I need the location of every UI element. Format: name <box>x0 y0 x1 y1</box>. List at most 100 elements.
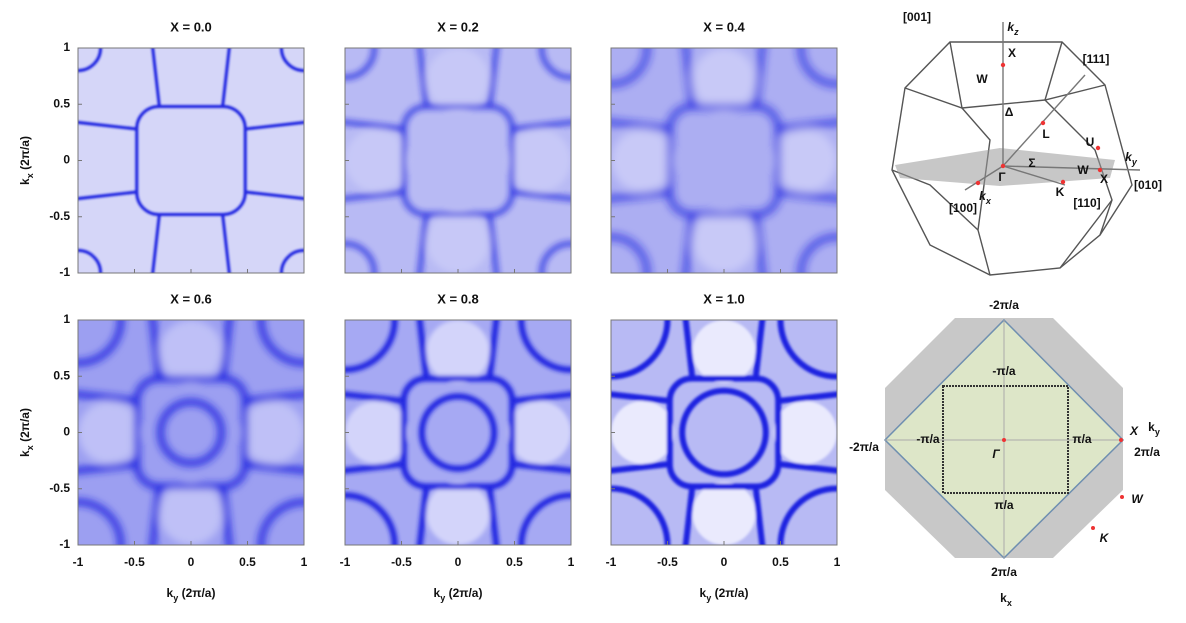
light-lobe <box>773 129 837 192</box>
x-axis-label: ky (2π/a) <box>167 586 216 603</box>
x-axis-label-unit: (2π/a) <box>711 586 748 600</box>
x-tick-label: 0.5 <box>506 555 523 569</box>
ky-label-sub: y <box>1155 427 1160 437</box>
point <box>1060 179 1066 185</box>
axis-kx <box>964 165 1004 191</box>
y-tick-label: -0.5 <box>49 209 70 223</box>
bz2d-label: K <box>1100 531 1110 545</box>
light-lobe <box>692 482 756 545</box>
panel: X = 0.4 <box>610 19 838 274</box>
bz2d-label: -π/a <box>916 432 940 446</box>
heatmap <box>345 320 571 545</box>
kx-label-main: k <box>979 189 987 203</box>
x-tick-label: -0.5 <box>391 555 412 569</box>
y-axis-label-main: k <box>18 450 32 457</box>
y-axis-label-main: k <box>18 178 32 185</box>
x-tick-label: 1 <box>301 555 308 569</box>
band <box>666 375 782 490</box>
bz2d-label: X <box>1129 424 1139 438</box>
band <box>157 398 225 467</box>
kz-label-sub: z <box>1013 27 1019 37</box>
band <box>667 104 781 217</box>
bz2d-label: 2π/a <box>991 565 1017 579</box>
ky-label-main: k <box>1148 420 1155 434</box>
x-tick-label: -1 <box>73 555 84 569</box>
panel-title: X = 0.6 <box>170 291 212 306</box>
kz-label: kz <box>1007 20 1019 37</box>
point <box>1120 495 1124 499</box>
panel-title: X = 1.0 <box>703 291 745 306</box>
kz-label-main: k <box>1007 20 1015 34</box>
x-axis-label-main: k <box>700 586 707 600</box>
light-lobe <box>78 401 142 464</box>
y-tick-label: -0.5 <box>49 481 70 495</box>
band <box>400 375 516 490</box>
y-tick-label: 1 <box>63 40 70 54</box>
bz-label: [001] <box>903 10 931 24</box>
kx-label: kx <box>979 189 992 206</box>
x-axis-label-sub: y <box>173 593 178 603</box>
x-tick-label: -1 <box>606 555 617 569</box>
kx-label-sub: x <box>1007 598 1012 608</box>
y-axis-label-sub: x <box>25 173 35 178</box>
bz-label: [010] <box>1134 178 1162 192</box>
bz-3d <box>891 22 1141 276</box>
axis-110 <box>1002 165 1066 186</box>
point <box>1000 62 1006 68</box>
point <box>975 180 981 186</box>
light-lobe <box>611 129 675 192</box>
point <box>1040 120 1046 126</box>
bz-label: L <box>1042 127 1049 141</box>
heatmap <box>345 48 571 273</box>
ky-label: ky <box>1148 420 1160 437</box>
bz2d-label: Γ <box>992 447 1000 461</box>
x-tick-label: 0 <box>188 555 195 569</box>
x-tick-label: 1 <box>568 555 575 569</box>
ky-label: ky <box>1125 150 1138 167</box>
bz-label: U <box>1086 135 1095 149</box>
ky-label-main: k <box>1125 150 1133 164</box>
bz2d-label: -π/a <box>992 364 1016 378</box>
point <box>1119 438 1123 442</box>
bz-label: W <box>1077 163 1089 177</box>
x-tick-label: 0.5 <box>239 555 256 569</box>
bz2d-label: -2π/a <box>989 298 1019 312</box>
y-axis-label-unit: (2π/a) <box>18 136 32 173</box>
y-axis-label-unit: (2π/a) <box>18 408 32 445</box>
point <box>1091 526 1095 530</box>
panel-title: X = 0.0 <box>170 19 212 34</box>
light-lobe <box>426 482 490 545</box>
x-tick-label: 0.5 <box>772 555 789 569</box>
bz2d-label: 2π/a <box>1134 445 1160 459</box>
bz2d-label: π/a <box>994 498 1014 512</box>
light-lobe <box>240 401 304 464</box>
bz-label: X <box>1008 46 1016 60</box>
bz-label: Γ <box>998 170 1006 184</box>
bz2d-label: π/a <box>1072 432 1092 446</box>
panel: X = 1.0 -1 -0.5 0 0.5 1 ky (2π/a) <box>606 291 841 603</box>
y-tick-label: 1 <box>63 312 70 326</box>
light-lobe <box>692 320 756 383</box>
x-axis-label: ky (2π/a) <box>700 586 749 603</box>
light-lobe <box>345 401 409 464</box>
bz-edge <box>949 41 963 109</box>
panel-bg <box>78 48 304 273</box>
y-tick-label: 0.5 <box>53 96 70 110</box>
bz-2d <box>883 318 1125 560</box>
light-lobe <box>426 48 490 111</box>
bz-label: [100] <box>949 201 977 215</box>
kx-label-sub: x <box>985 196 992 206</box>
panel: X = 0.2 <box>344 19 572 274</box>
y-tick-label: 0.5 <box>53 368 70 382</box>
band <box>401 104 515 217</box>
x-axis-label-main: k <box>434 586 441 600</box>
y-axis-label-sub: x <box>25 445 35 450</box>
panel: X = 0.0 -1 -0.5 0 0.5 1 kx (2π/a) <box>18 19 305 279</box>
bz-edge <box>961 107 991 276</box>
x-axis-label-unit: (2π/a) <box>178 586 215 600</box>
bz2d-label: W <box>1131 492 1144 506</box>
